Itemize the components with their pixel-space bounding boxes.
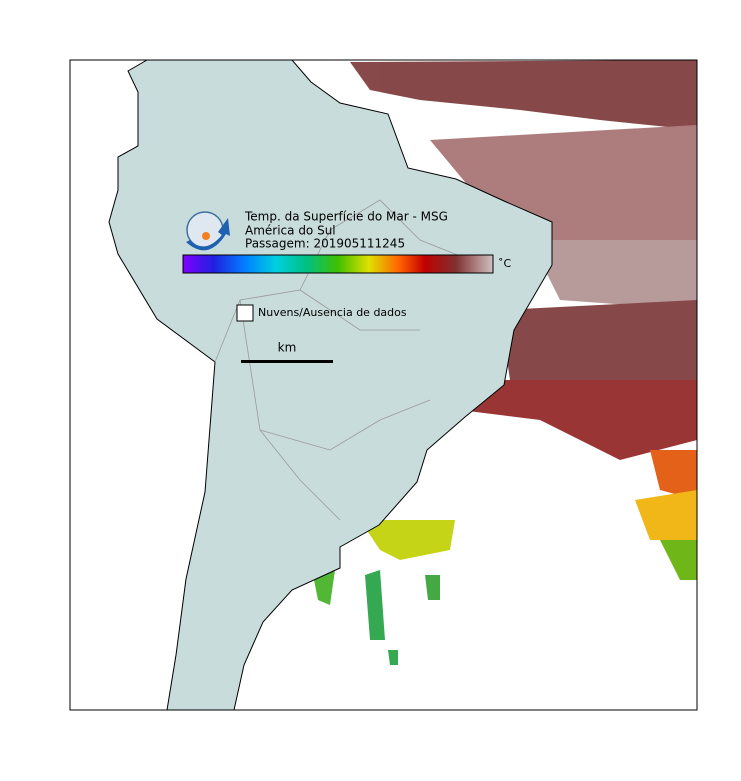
frame bbox=[69, 59, 698, 711]
logo bbox=[186, 211, 230, 251]
legend-swatch bbox=[236, 304, 254, 322]
title-line: América do Sul bbox=[245, 224, 336, 238]
legend-label: Nuvens/Ausencia de dados bbox=[258, 306, 407, 319]
map-area bbox=[70, 60, 697, 710]
colorbar bbox=[182, 254, 494, 274]
sst-patch bbox=[500, 300, 697, 390]
scale-bar bbox=[241, 360, 333, 363]
sst-patch bbox=[650, 450, 697, 500]
title-line: Passagem: 201905111245 bbox=[245, 237, 405, 251]
sst-patch bbox=[660, 540, 697, 580]
sst-patch bbox=[360, 520, 455, 560]
title-line: Temp. da Superfície do Mar - MSG bbox=[244, 210, 448, 224]
sst-patch bbox=[430, 125, 697, 270]
sst-patch bbox=[350, 60, 697, 130]
sst-patch bbox=[425, 575, 440, 600]
scale-unit: km bbox=[278, 341, 297, 355]
sst-patch bbox=[530, 240, 697, 310]
sst-patch bbox=[450, 380, 697, 460]
sst-patch bbox=[388, 650, 398, 665]
logo-dot bbox=[202, 232, 210, 240]
sst-patches bbox=[310, 60, 697, 665]
logo-arrow bbox=[186, 218, 230, 251]
colorbar-unit: ˚C bbox=[498, 257, 512, 270]
sst-patch bbox=[365, 570, 385, 640]
country-borders bbox=[214, 199, 471, 521]
sst-patch bbox=[635, 490, 697, 540]
